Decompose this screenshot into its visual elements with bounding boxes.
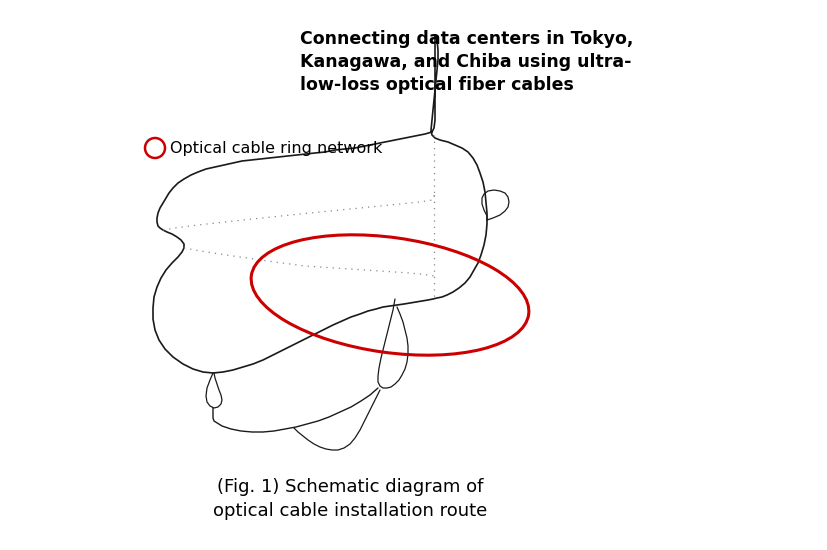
Text: Optical cable ring network: Optical cable ring network [170,140,382,156]
Text: Connecting data centers in Tokyo,
Kanagawa, and Chiba using ultra-
low-loss opti: Connecting data centers in Tokyo, Kanaga… [299,30,633,94]
Text: (Fig. 1) Schematic diagram of
optical cable installation route: (Fig. 1) Schematic diagram of optical ca… [213,478,486,520]
